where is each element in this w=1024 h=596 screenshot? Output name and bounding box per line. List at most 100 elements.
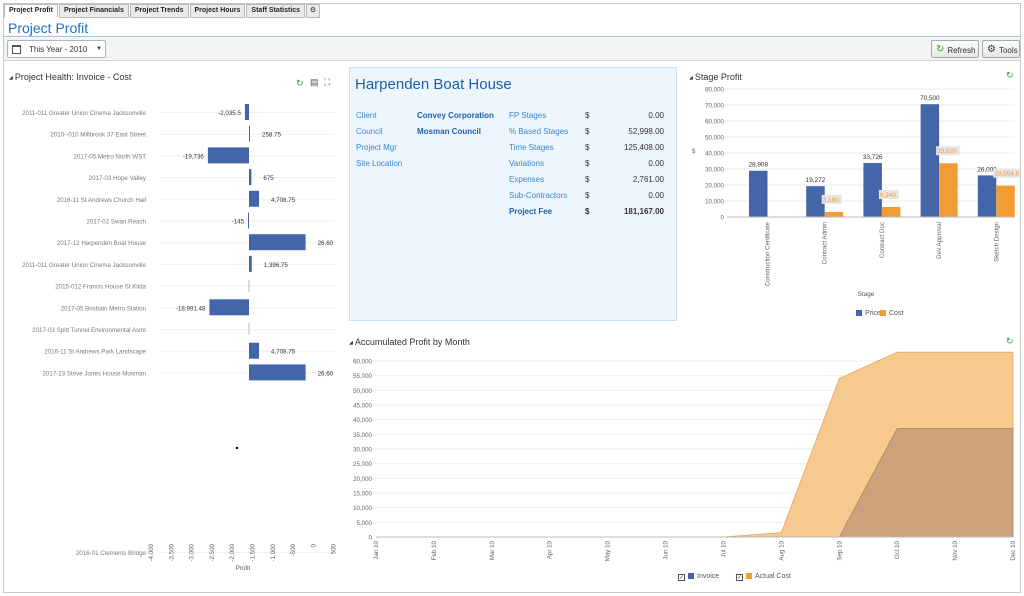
council-value: Mosman Council: [417, 127, 482, 136]
data-label: 33,726: [863, 154, 883, 161]
y-tick-label: 50,000: [353, 388, 372, 395]
fee-label: Project Fee: [509, 207, 553, 216]
tab-project-financials[interactable]: Project Financials: [58, 4, 129, 18]
stage-panel-title[interactable]: ◢ Stage Profit: [689, 72, 742, 82]
category-label: Contract Doc: [879, 222, 886, 258]
fee-currency: $: [585, 111, 590, 120]
refresh-icon[interactable]: ↻: [296, 78, 304, 88]
y-tick-label: 5,000: [357, 520, 373, 527]
data-label: 6,240: [880, 192, 896, 199]
bar-price: [749, 170, 768, 217]
tab-project-profit[interactable]: Project Profit: [4, 4, 58, 18]
x-tick-label: Jul 10: [720, 540, 727, 557]
x-tick-label: 500: [331, 543, 338, 554]
checkbox[interactable]: ✓: [678, 574, 685, 581]
y-tick-label: 20,000: [353, 476, 372, 483]
category-label: 2017-12 Harpenden Boat House: [57, 240, 147, 247]
title-divider: [4, 36, 1020, 37]
data-label: 3,180: [823, 197, 839, 204]
y-tick-label: 80,000: [705, 87, 724, 94]
fee-label: Expenses: [509, 175, 545, 184]
data-label: 33,620: [937, 148, 957, 155]
legend-swatch: [746, 573, 752, 579]
category-label: 2017-03 Hope Valley: [89, 175, 147, 182]
category-label: 2016-11 St Andrews Park Landscape: [44, 349, 146, 356]
tab-staff-statistics[interactable]: Staff Statistics: [246, 4, 306, 18]
y-tick-label: 40,000: [705, 151, 724, 158]
project-info-panel: [349, 67, 677, 321]
fee-label: Variations: [509, 159, 544, 168]
refresh-icon[interactable]: ↻: [1006, 336, 1014, 346]
data-label-bg: [936, 146, 960, 156]
y-tick-label: 50,000: [705, 135, 724, 142]
bar: [249, 255, 252, 272]
data-label: -18,991.48: [176, 305, 206, 312]
refresh-button[interactable]: ↻ Refresh: [931, 40, 979, 58]
legend-label: Actual Cost: [755, 573, 791, 580]
y-tick-label: 10,000: [705, 199, 724, 206]
axis-title: Profit: [236, 565, 251, 572]
axis-title: Stage: [858, 291, 875, 298]
fee-value: 52,998.00: [628, 127, 664, 136]
data-label: 19,272: [806, 177, 826, 184]
x-tick-label: Aug 10: [778, 540, 785, 560]
bar: [249, 125, 250, 142]
table-view-icon[interactable]: ▤: [310, 77, 319, 87]
checkbox[interactable]: ✓: [736, 574, 743, 581]
tab-project-trends[interactable]: Project Trends: [129, 4, 189, 18]
bar-price: [806, 186, 825, 217]
client-label: Client: [356, 111, 377, 120]
bar: [249, 169, 252, 186]
x-tick-label: -2,000: [229, 543, 236, 561]
period-value: This Year - 2010: [29, 45, 88, 54]
fullscreen-icon[interactable]: ⛶: [324, 77, 331, 87]
category-label: 2017-05 Brisbain Metro Station: [61, 305, 147, 312]
tab-settings-gear-icon[interactable]: ⚙: [306, 4, 321, 18]
bar: [249, 234, 306, 251]
accum-panel-title[interactable]: ◢ Accumulated Profit by Month: [349, 337, 470, 347]
council-label: Council: [356, 127, 383, 136]
data-label: 675: [263, 175, 274, 182]
category-label: 2016-11 St Andrews Church Hall: [57, 197, 146, 204]
y-tick-label: 30,000: [705, 167, 724, 174]
tab-bar: Project Profit Project Financials Projec…: [4, 4, 321, 18]
tab-project-hours[interactable]: Project Hours: [189, 4, 246, 18]
project-manager-label: Project Mgr: [356, 143, 397, 152]
legend-invoice[interactable]: ✓ Invoice: [678, 573, 719, 581]
stage-chart: 0 10,000 20,000 30,000 40,000 50,000 60,000 70,…: [692, 87, 1020, 298]
client-value: Convey Corporation: [417, 111, 494, 120]
data-label: 26,000: [977, 166, 997, 173]
bar-price: [863, 163, 882, 217]
bar: [244, 104, 249, 120]
accum-title-text: Accumulated Profit by Month: [354, 337, 470, 347]
data-label-bg: [878, 190, 899, 200]
refresh-icon[interactable]: ↻: [1006, 70, 1014, 80]
x-tick-label: May 10: [605, 540, 612, 561]
legend-cost: Cost: [880, 310, 903, 317]
y-tick-label: 55,000: [353, 373, 372, 380]
fee-label: Sub-Contractors: [509, 191, 568, 200]
period-selector[interactable]: This Year - 2010 ▼: [7, 40, 106, 58]
data-label: 28,908: [748, 162, 768, 169]
data-label-bg: [993, 168, 1020, 178]
tools-button[interactable]: ⚙ Tools: [982, 40, 1020, 58]
x-tick-label: 0: [310, 543, 317, 547]
toolbar: [4, 38, 1020, 61]
accum-chart: 0 5,000 10,000 15,000 20,000 25,000 30,000 35,0…: [353, 351, 1017, 561]
category-label: 2017-23 Steve Jones House Mosman: [42, 370, 146, 377]
data-label-bg: [821, 194, 842, 204]
x-tick-label: Apr 10: [547, 540, 554, 559]
x-tick-label: Nov 10: [952, 540, 959, 560]
area-actual-cost: [376, 428, 1014, 538]
legend-actual-cost[interactable]: ✓ Actual Cost: [736, 573, 791, 581]
category-label: 2017-02 Swan Reach: [86, 219, 146, 226]
x-tick-label: Dec 10: [1010, 540, 1017, 560]
chevron-down-icon: ▼: [96, 46, 102, 52]
health-panel-title[interactable]: ◢ Project Health: Invoice - Cost: [9, 72, 132, 82]
page-title: Project Profit: [8, 20, 89, 36]
fee-value: 125,408.00: [623, 143, 664, 152]
data-label: -19,736: [183, 153, 205, 160]
x-tick-label: -1,500: [250, 543, 257, 561]
data-label: 70,500: [920, 95, 940, 102]
data-label: -145: [232, 219, 245, 226]
